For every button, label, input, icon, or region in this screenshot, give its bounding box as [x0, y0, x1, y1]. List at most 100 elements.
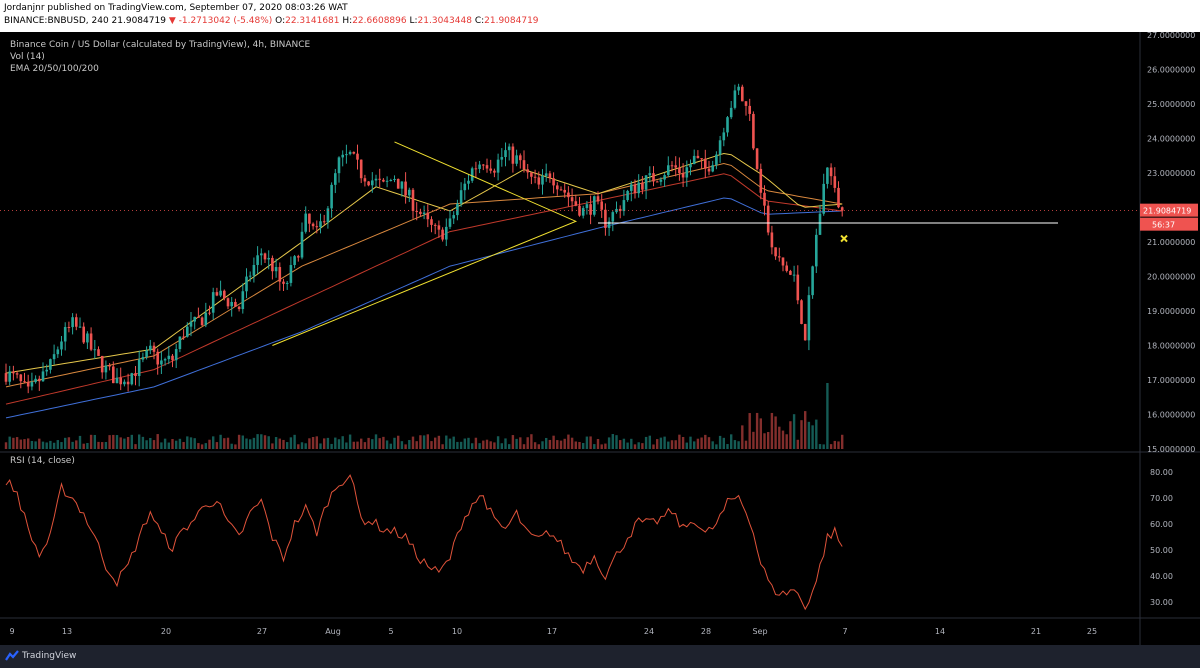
candle-body [681, 173, 685, 178]
candle-body [715, 154, 718, 166]
volume-bar [182, 442, 185, 449]
published-line: Jordanjnr published on TradingView.com, … [4, 3, 348, 13]
volume-bar [360, 438, 363, 449]
candle-body [237, 306, 241, 310]
candle-body [63, 326, 67, 342]
candle-body [833, 176, 837, 188]
candle-body [500, 157, 504, 160]
volume-bar [604, 443, 607, 449]
volume-bar [319, 443, 322, 449]
candle-body [611, 212, 615, 222]
price-tick-label: 19.0000000 [1147, 307, 1195, 316]
volume-bar [533, 442, 537, 449]
price-chart[interactable]: 27.0000000 26.0000000 25.0000000 24.0000000… [0, 32, 1200, 645]
volume-bar [411, 436, 415, 449]
candle-body [34, 378, 37, 383]
candle-body [581, 208, 585, 216]
volume-bar [382, 436, 385, 449]
candle-body [685, 167, 689, 178]
candle-body [100, 355, 104, 373]
candle-body [755, 148, 759, 169]
price-badge [1140, 203, 1198, 217]
volume-bar [467, 437, 470, 449]
volume-bar [711, 441, 714, 449]
candle-body [60, 341, 63, 350]
volume-bar [422, 435, 426, 449]
price-tick-label: 20.0000000 [1147, 273, 1195, 282]
volume-bar [707, 437, 711, 449]
candle-body [815, 234, 818, 267]
candle-body [667, 165, 670, 176]
candle-body [552, 178, 555, 186]
candle-body [45, 369, 48, 372]
volume-bar [474, 437, 478, 449]
candle-body [208, 312, 211, 314]
volume-bar [541, 441, 544, 449]
candle-body [511, 146, 515, 164]
volume-bar [611, 434, 614, 449]
candle-body [707, 168, 711, 172]
volume-bar [245, 438, 248, 449]
candle-body [341, 154, 344, 158]
candle-body [419, 211, 422, 214]
volume-bar [559, 440, 563, 449]
footer-bar: TradingView [0, 645, 1200, 668]
volume-bar [415, 441, 418, 449]
rsi-legend: RSI (14, close) [10, 456, 75, 466]
candle-body [389, 179, 393, 181]
candle-body [130, 373, 134, 385]
candle-body [38, 378, 41, 382]
volume-bar [175, 440, 178, 449]
volume-bar [34, 441, 37, 449]
candle-body [748, 105, 751, 114]
candle-body [248, 275, 252, 277]
volume-bar [385, 440, 389, 449]
candle-body [93, 349, 97, 351]
candle-body [149, 345, 152, 351]
candle-body [482, 164, 485, 166]
close-label: C: [474, 16, 485, 26]
candle-body [796, 274, 800, 301]
candle-body [433, 224, 437, 226]
candle-body [285, 282, 289, 284]
countdown-badge [1140, 217, 1198, 231]
candle-body [548, 173, 552, 179]
volume-bar [263, 435, 267, 449]
candle-body [86, 333, 89, 343]
volume-bar [356, 441, 359, 449]
volume-bar [785, 434, 788, 449]
volume-bar [537, 444, 540, 449]
candle-body [4, 373, 8, 382]
volume-bar [829, 444, 833, 449]
close-value: 21.9084719 [484, 16, 539, 26]
volume-bar [833, 440, 836, 449]
volume-bar [230, 443, 233, 449]
volume-bar [237, 434, 241, 449]
price-tick-label: 25.0000000 [1147, 100, 1195, 109]
candle-body [211, 292, 215, 313]
candle-body [352, 151, 356, 154]
volume-bar [56, 440, 59, 449]
volume-bar [112, 434, 115, 449]
candle-body [807, 295, 811, 341]
volume-bar [722, 437, 725, 449]
candle-body [789, 270, 792, 275]
candle-body [104, 365, 108, 373]
candle-body [356, 153, 359, 160]
volume-bar [493, 442, 496, 449]
volume-bar [792, 414, 796, 449]
candle-body [737, 86, 740, 91]
candle-body [26, 381, 30, 387]
time-tick-label: Sep [752, 627, 767, 636]
candle-body [763, 192, 766, 206]
volume-bar [578, 441, 581, 449]
volume-bar [656, 439, 659, 449]
volume-bar [393, 437, 396, 449]
volume-bar [796, 439, 799, 449]
ohlc-line: BINANCE:BNBUSD, 240 21.9084719 ▼ -1.2713… [4, 16, 539, 26]
candle-body [200, 317, 204, 326]
volume-bar [593, 444, 596, 449]
candle-body [326, 208, 330, 223]
candle-body [411, 189, 415, 211]
candle-body [182, 336, 185, 338]
